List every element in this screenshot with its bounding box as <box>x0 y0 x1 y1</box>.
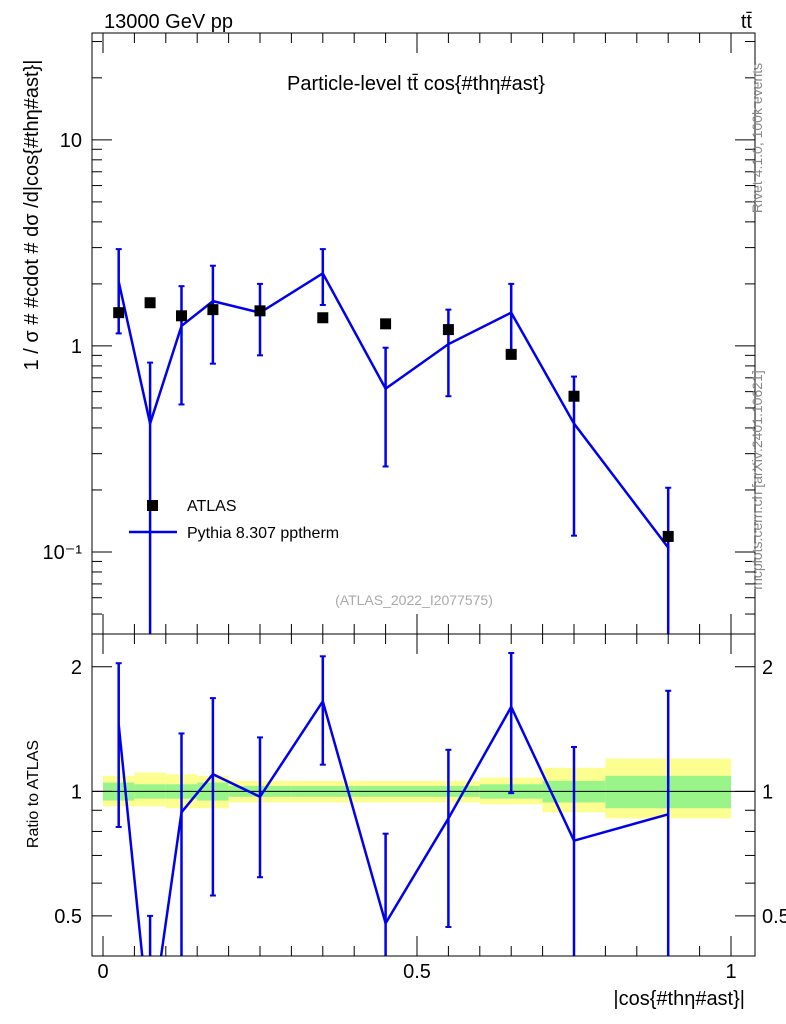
ratio-y-axis-label: Ratio to ATLAS <box>25 740 42 848</box>
rivet-version-label: Rivet 4.1.0, 100k events <box>749 63 765 213</box>
legend-atlas-label: ATLAS <box>187 498 237 515</box>
x-axis-label: |cos{#thη#ast}| <box>613 988 745 1010</box>
atlas-data-point <box>568 390 580 402</box>
ratio-y-tick-label: 1 <box>71 781 82 803</box>
ratio-y-tick-label: 0.5 <box>54 906 82 928</box>
atlas-data-point <box>176 310 187 322</box>
main-plot-frame <box>91 32 756 635</box>
atlas-data-point <box>144 297 156 309</box>
atlas-data-point <box>505 348 517 360</box>
ratio-uncertainty-bands <box>103 758 731 819</box>
x-tick-label: 0.5 <box>403 961 431 983</box>
atlas-data-point <box>207 304 219 316</box>
atlas-data-point <box>113 307 125 319</box>
energy-label: 13000 GeV pp <box>104 11 233 33</box>
atlas-data-point <box>442 324 454 336</box>
x-tick-label: 1 <box>725 961 736 983</box>
ratio-plot-frame <box>91 633 756 957</box>
x-tick-label: 0 <box>97 961 108 983</box>
atlas-data-point <box>317 312 329 324</box>
atlas-data-point <box>380 318 392 330</box>
process-label: tt̄ <box>741 11 753 33</box>
analysis-id-label: (ATLAS_2022_I2077575) <box>335 592 493 608</box>
atlas-data-point <box>254 305 266 317</box>
legend: ATLAS Pythia 8.307 pptherm <box>129 498 339 542</box>
ratio-mc-line <box>117 698 669 956</box>
source-label: mcplots.cern.ch [arXiv:2401.10621] <box>749 370 765 589</box>
ratio-y-tick-label-right: 0.5 <box>762 906 786 928</box>
main-y-tick-label: 1 <box>71 336 82 358</box>
ratio-axis-ticks: 0.5 0.5 1 1 2 2 0 0.5 1 <box>54 634 786 983</box>
legend-atlas-marker <box>147 500 158 511</box>
main-plot-title: Particle-level tt̄ cos{#thη#ast} <box>287 73 545 95</box>
main-series <box>113 248 674 634</box>
ratio-y-tick-label-right: 1 <box>762 781 773 803</box>
main-y-tick-label: 10⁻¹ <box>43 542 83 564</box>
main-axis-ticks: 10⁻¹ 1 10 <box>43 33 755 635</box>
main-mc-line <box>117 271 670 549</box>
main-y-axis-label: 1 / σ # #cdot # dσ /d|cos{#thη#ast}| <box>21 60 43 371</box>
ratio-y-tick-label-right: 2 <box>762 657 773 679</box>
ratio-series <box>115 651 672 956</box>
atlas-data-point <box>662 530 674 542</box>
main-y-tick-label: 10 <box>60 130 82 152</box>
ratio-y-tick-label: 2 <box>71 657 82 679</box>
legend-pythia-label: Pythia 8.307 pptherm <box>187 525 339 542</box>
